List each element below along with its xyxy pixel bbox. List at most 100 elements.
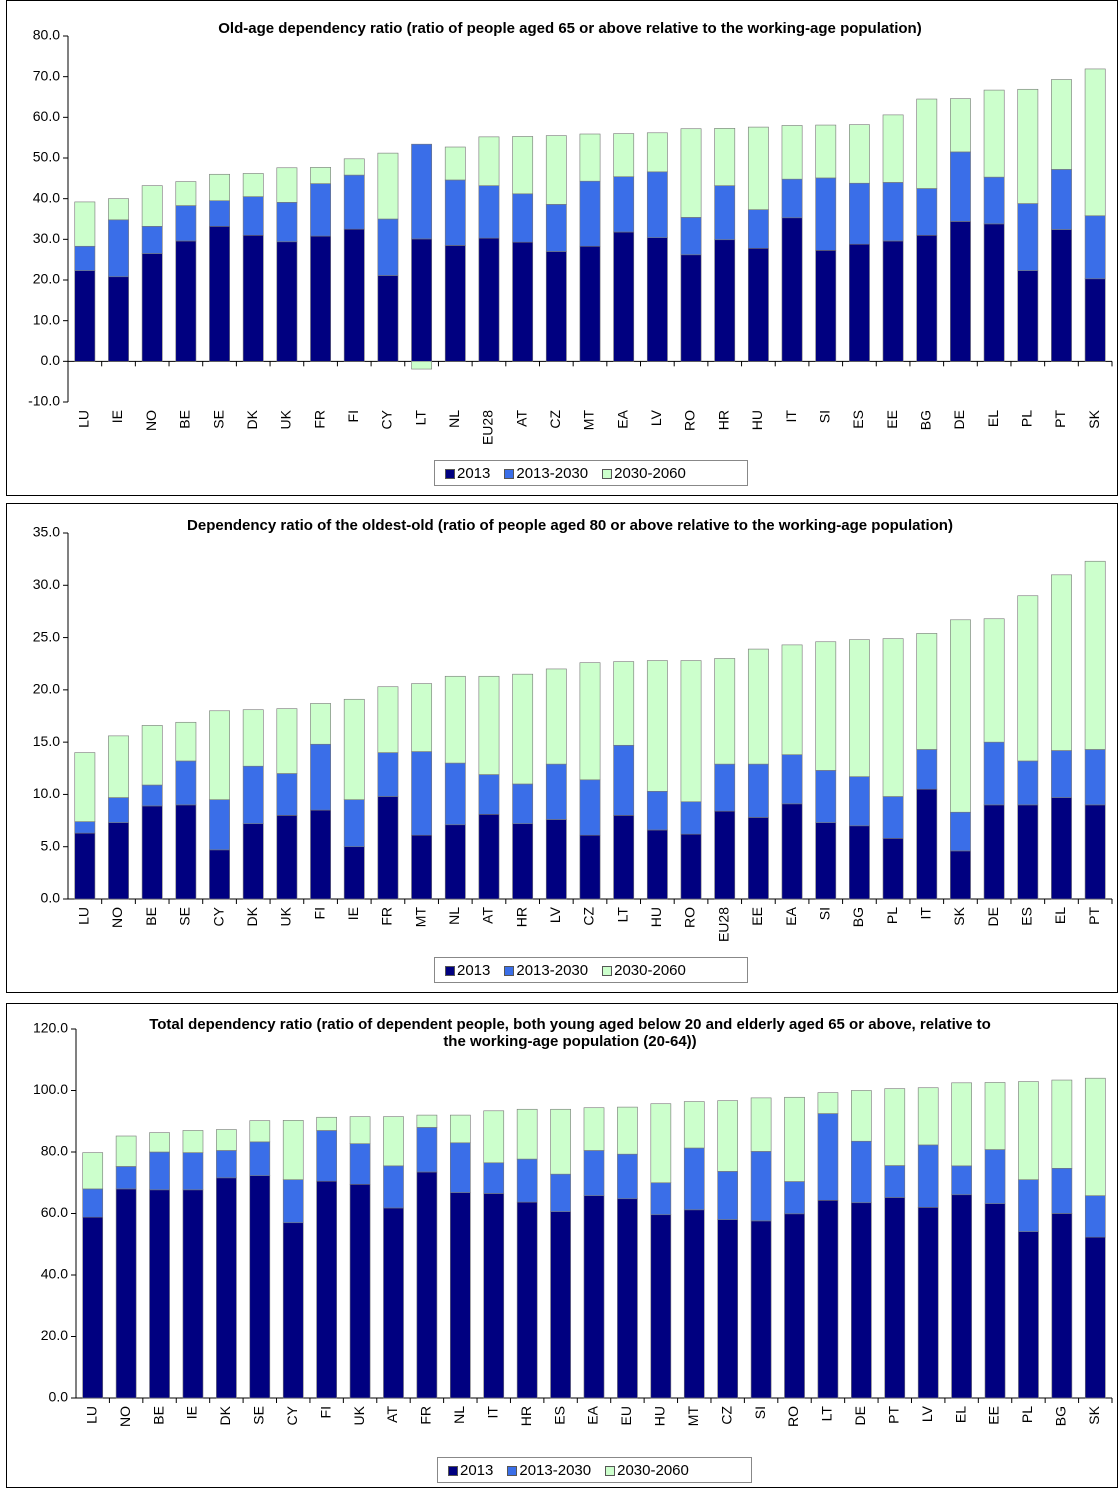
bar-segment	[444, 675, 466, 764]
bar-segment	[781, 125, 803, 180]
bar-segment	[1084, 1195, 1106, 1238]
x-tick-label: IE	[109, 410, 125, 423]
bar-segment	[182, 1130, 204, 1153]
x-tick-label: SE	[210, 410, 226, 429]
bar-segment	[1018, 1179, 1039, 1232]
legend-swatch	[445, 965, 455, 976]
legend-item: 2013-2030	[507, 1462, 591, 1479]
bar-segment	[416, 1127, 438, 1173]
x-tick-label: BE	[143, 907, 159, 926]
bar-segment	[613, 661, 635, 746]
y-tick-label: -10.0	[28, 393, 60, 409]
legend-item: 2013	[445, 465, 490, 482]
bar-segment	[383, 1116, 404, 1167]
x-tick-label: FR	[311, 410, 327, 429]
bar-segment	[550, 1211, 571, 1399]
bar-segment	[82, 1152, 104, 1190]
bar-segment	[209, 710, 230, 800]
bar-segment	[983, 741, 1005, 806]
x-tick-label: NO	[143, 410, 159, 431]
legend: 2013 2013-2030 2030-2060	[437, 1457, 752, 1483]
x-tick-label: EU28	[715, 907, 731, 942]
bar-segment	[650, 1103, 672, 1184]
x-tick-label: LV	[648, 409, 664, 426]
bar-segment	[882, 240, 904, 362]
y-tick-label: 15.0	[33, 733, 60, 749]
bar-segment	[683, 1101, 705, 1149]
x-tick-label: HU	[652, 1406, 668, 1426]
bar-segment	[680, 801, 702, 835]
bar-segment	[74, 270, 96, 362]
bar-segment	[579, 834, 601, 900]
bar-segment	[411, 238, 433, 362]
bar-segment	[242, 196, 264, 236]
y-tick-label: 35.0	[33, 524, 60, 540]
bar-segment	[141, 253, 163, 362]
legend-item: 2013	[448, 1462, 493, 1479]
bar-segment	[175, 240, 197, 362]
bar-segment	[141, 725, 163, 786]
bar-segment	[141, 805, 163, 900]
x-tick-label: BE	[177, 410, 193, 429]
bar-segment	[916, 188, 938, 236]
x-tick-label: PL	[1019, 410, 1035, 427]
bar-segment	[343, 158, 365, 176]
bar-segment	[1051, 229, 1072, 362]
legend-label: 2013-2030	[516, 961, 589, 979]
bar-segment	[916, 234, 938, 362]
bar-segment	[512, 673, 534, 785]
legend-item: 2030-2060	[602, 962, 686, 979]
bar-segment	[115, 1166, 137, 1190]
bar-segment	[717, 1219, 739, 1399]
bar-segment	[882, 114, 904, 183]
x-tick-label: LV	[547, 906, 563, 923]
bar-segment	[276, 241, 298, 362]
bar-segment	[444, 762, 466, 826]
bar-segment	[1018, 1231, 1039, 1399]
y-tick-label: 20.0	[41, 1327, 68, 1343]
y-tick-label: 60.0	[41, 1204, 68, 1220]
bar-segment	[74, 245, 96, 271]
bar-segment	[579, 662, 601, 781]
x-tick-label: NO	[117, 1406, 133, 1427]
bar-segment	[882, 182, 904, 242]
bar-segment	[108, 198, 129, 221]
bar-segment	[175, 181, 197, 206]
bar-segment	[646, 171, 668, 239]
bar-segment	[74, 752, 96, 822]
bar-segment	[1084, 68, 1106, 217]
bar-segment	[444, 179, 466, 246]
y-tick-label: 80.0	[33, 27, 60, 43]
bar-segment	[209, 799, 230, 851]
legend-swatch	[504, 468, 515, 479]
bar-segment	[276, 167, 298, 203]
x-tick-label: LT	[412, 410, 428, 426]
bar-segment	[108, 822, 129, 900]
y-tick-label: 60.0	[33, 108, 60, 124]
bar-segment	[950, 151, 971, 222]
y-tick-label: 40.0	[41, 1266, 68, 1282]
bar-segment	[849, 243, 870, 362]
bar-segment	[815, 250, 837, 362]
bar-segment	[276, 773, 298, 816]
bar-segment	[175, 804, 197, 900]
bar-segment	[249, 1141, 271, 1176]
x-tick-label: LT	[614, 907, 630, 923]
bar-segment	[950, 850, 971, 900]
bar-segment	[917, 1087, 939, 1146]
x-tick-label: PT	[1086, 907, 1102, 925]
bar-segment	[815, 822, 837, 900]
x-tick-label: HR	[513, 907, 529, 927]
x-tick-label: PL	[884, 907, 900, 924]
x-tick-label: EU28	[480, 410, 496, 445]
bar-segment	[851, 1202, 872, 1399]
bar-segment	[545, 763, 567, 820]
bar-segment	[579, 245, 601, 362]
x-tick-label: ES	[850, 410, 866, 429]
bar-segment	[950, 619, 971, 813]
bar-segment	[512, 783, 534, 825]
x-tick-label: FR	[418, 1406, 434, 1425]
legend-label: 2030-2060	[617, 1461, 689, 1479]
bar-segment	[316, 1180, 337, 1399]
bar-segment	[149, 1132, 170, 1153]
